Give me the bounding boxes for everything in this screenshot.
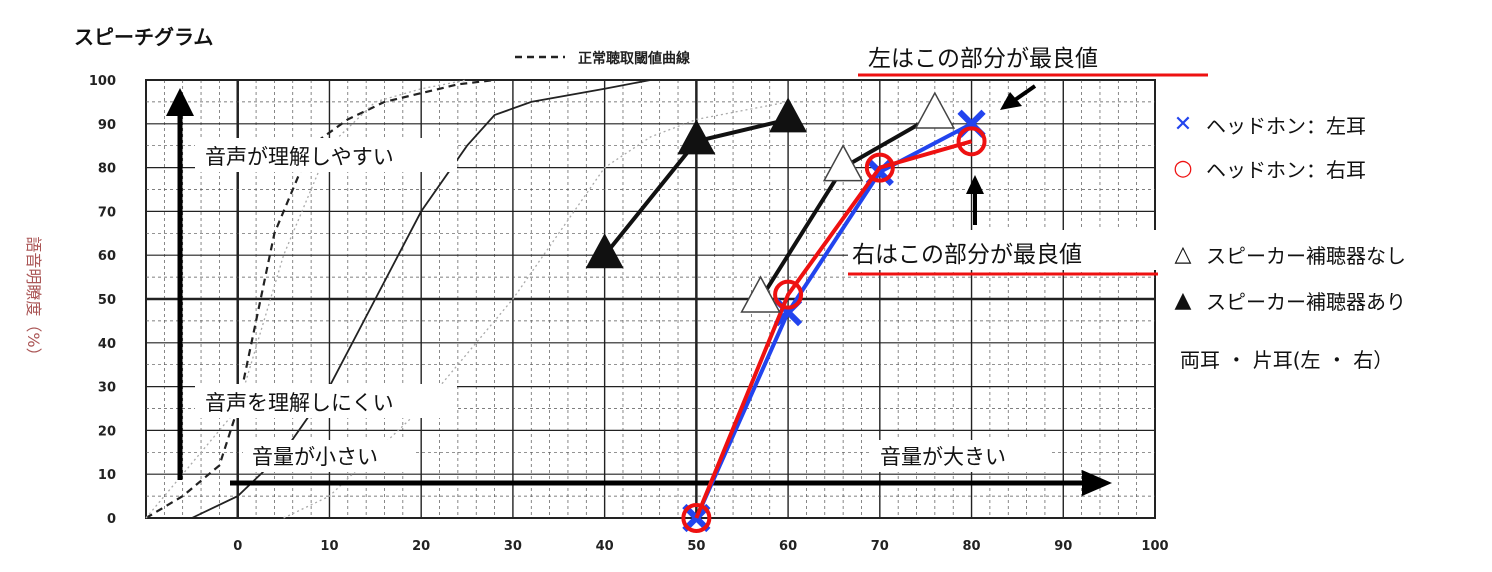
measured-series [585, 91, 987, 533]
annotation-easy: 音声が理解しやすい [205, 145, 394, 169]
legend-left-ear: ✕ ヘッドホン：左耳 [1168, 110, 1366, 139]
circle-marker-icon: ○ [1173, 156, 1193, 181]
y-tick-label: 30 [98, 381, 116, 396]
open-triangle-marker [914, 91, 956, 129]
annotation-loud: 音量が大きい [880, 445, 1006, 469]
series-line-0 [145, 78, 495, 519]
legend-speaker-without-aid: △ スピーカー補聴器なし [1168, 240, 1406, 269]
legend-speaker-with-aid: ▲ スピーカー補聴器あり [1168, 286, 1406, 315]
y-tick-label: 40 [98, 337, 116, 352]
x-tick-label: 40 [596, 539, 614, 554]
up-arrow-head [166, 88, 194, 116]
right-best-pointer-head [966, 175, 984, 194]
x-tick-label: 80 [962, 539, 980, 554]
x-tick-label: 60 [779, 539, 797, 554]
filled-triangle-marker [769, 97, 808, 133]
x-marker-icon: ✕ [1173, 112, 1193, 137]
x-tick-label: 70 [871, 539, 889, 554]
arrows [166, 84, 1112, 496]
circle-marker [681, 503, 712, 533]
circle-marker [773, 279, 804, 310]
legend-right-ear: ○ ヘッドホン：右耳 [1168, 154, 1366, 183]
annotation-bg [848, 230, 1158, 270]
annotation-bg [243, 440, 413, 472]
y-tick-label: 20 [98, 424, 116, 439]
series-line-5 [694, 139, 973, 519]
legend-label: スピーカー補聴器なし [1206, 244, 1406, 268]
annotation-quiet: 音量が小さい [252, 445, 378, 469]
annotation-bg [195, 384, 457, 418]
right-arrow-head [1082, 470, 1112, 496]
circle-marker [864, 152, 895, 183]
x-tick-label: 90 [1054, 539, 1072, 554]
annotation-hard: 音声を理解しにくい [205, 391, 394, 415]
x-tick-label: 100 [1141, 539, 1168, 554]
x-tick-label: 30 [504, 539, 522, 554]
y-tick-label: 10 [98, 468, 116, 483]
series-line-3 [283, 101, 789, 519]
annotation-right-best: 右はこの部分が最良値 [852, 242, 1082, 268]
y-tick-label: 0 [107, 512, 116, 527]
x-tick-label: 20 [412, 539, 430, 554]
open-triangle-icon: △ [1174, 242, 1192, 267]
x-tick-label: 50 [687, 539, 705, 554]
left-best-pointer-head [1000, 92, 1022, 110]
circle-marker [956, 126, 987, 157]
tick-labels: 0 10 20 30 40 50 60 70 80 90 100 0 10 20 30 40 50 60 70 80 9… [89, 74, 1169, 554]
filled-triangle-marker [677, 119, 716, 155]
series-line-6 [758, 113, 936, 301]
open-triangle-marker [740, 275, 781, 313]
y-tick-label: 100 [89, 74, 116, 89]
y-tick-label: 60 [98, 249, 116, 264]
open-triangle-marker [822, 144, 864, 182]
ear-selection-text: 両耳 ・ 片耳(左 ・ 右） [1180, 348, 1394, 372]
chart-title: スピーチグラム [74, 25, 213, 49]
annotation-left-best: 左はこの部分が最良値 [868, 46, 1098, 72]
y-tick-label: 70 [98, 205, 116, 220]
x-tick-label: 10 [320, 539, 338, 554]
legend-label: ヘッドホン：左耳 [1206, 114, 1366, 138]
legend-label: ヘッドホン：右耳 [1206, 158, 1366, 182]
legend-label: スピーカー補聴器あり [1206, 290, 1406, 314]
annotation-bg [858, 38, 1208, 74]
y-tick-label: 90 [98, 118, 116, 133]
y-tick-label: 80 [98, 162, 116, 177]
filled-triangle-marker [585, 233, 624, 269]
y-axis-label: 語音明瞭度（%） [24, 236, 43, 363]
annotation-bg [872, 440, 1050, 472]
legend-normal-curve: 正常聴取閾値曲線 [578, 50, 690, 67]
x-tick-label: 0 [233, 539, 242, 554]
annotation-bg [195, 138, 457, 172]
y-tick-label: 50 [98, 293, 116, 308]
filled-triangle-icon: ▲ [1174, 288, 1192, 313]
series-line-4 [694, 122, 973, 519]
legend-ear-selection: 両耳 ・ 片耳(左 ・ 右） [1180, 344, 1393, 373]
